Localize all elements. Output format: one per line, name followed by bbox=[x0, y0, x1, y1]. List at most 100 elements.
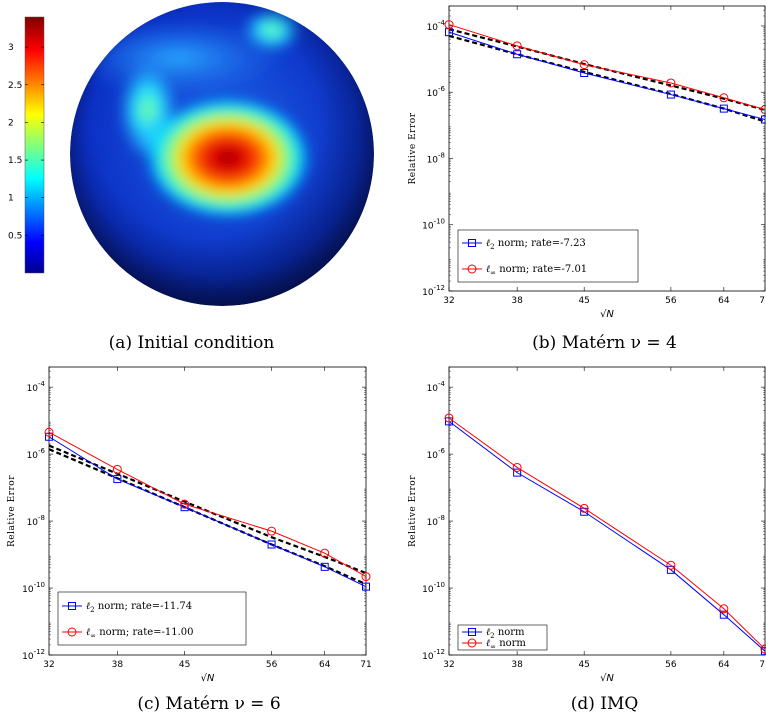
data-point bbox=[361, 572, 371, 582]
data-point bbox=[760, 644, 766, 654]
data-point bbox=[267, 540, 276, 549]
data-point bbox=[267, 526, 277, 536]
y-axis-label: Relative Error bbox=[7, 475, 17, 547]
data-point bbox=[760, 105, 766, 115]
x-tick-label: 38 bbox=[511, 296, 523, 306]
x-tick-label: 71 bbox=[360, 660, 371, 670]
data-point bbox=[320, 548, 330, 558]
y-tick-label: 10-4 bbox=[427, 19, 446, 33]
data-point bbox=[719, 610, 728, 619]
legend: ℓ2 norm; rate=-11.74 ℓ∞ norm; rate=-11.00 bbox=[57, 591, 247, 646]
y-tick-label: 10-4 bbox=[427, 380, 446, 394]
data-point bbox=[513, 50, 522, 59]
y-tick-label: 10-12 bbox=[22, 648, 45, 662]
y-tick-label: 10-6 bbox=[27, 447, 46, 461]
x-tick-label: 38 bbox=[511, 660, 523, 670]
colorbar-tick-label: 0.5 bbox=[8, 231, 22, 241]
x-tick-label: 64 bbox=[718, 296, 730, 306]
y-axis-label: Relative Error bbox=[408, 475, 418, 547]
legend-label: ℓ∞ norm bbox=[486, 638, 526, 651]
y-axis-label: Relative Error bbox=[408, 112, 418, 184]
legend: ℓ2 norm; rate=-7.23 ℓ∞ norm; rate=-7.01 bbox=[457, 229, 639, 283]
data-point bbox=[761, 115, 766, 124]
series-line bbox=[448, 24, 766, 111]
y-tick-label: 10-6 bbox=[427, 447, 446, 461]
x-axis-label: √N bbox=[600, 673, 614, 684]
legend-marker bbox=[67, 627, 77, 637]
panel-matern-6: 10-12 10-10 10-8 10-6 10-4 32 38 45 56 64 71 √N Rela… bbox=[0, 361, 383, 722]
legend-label: ℓ∞ norm; rate=-11.00 bbox=[86, 627, 194, 640]
x-tick-label: 32 bbox=[443, 660, 454, 670]
x-tick-label: 64 bbox=[718, 660, 730, 670]
data-point bbox=[719, 93, 729, 103]
plot-area bbox=[448, 366, 766, 656]
caption-b: (b) Matérn ν = 4 bbox=[532, 333, 677, 353]
chart-imq: 10-12 10-10 10-8 10-6 10-4 32 38 45 56 64 71 √N Rela… bbox=[408, 366, 766, 684]
series-line bbox=[48, 436, 367, 588]
legend-marker bbox=[468, 628, 476, 636]
colorbar bbox=[24, 16, 45, 274]
x-axis-label: √N bbox=[600, 309, 614, 320]
legend-box bbox=[57, 591, 247, 646]
data-point bbox=[580, 69, 589, 78]
legend-box bbox=[457, 229, 639, 283]
data-point bbox=[320, 562, 329, 571]
data-point bbox=[112, 464, 122, 474]
colorbar-tick-label: 2.5 bbox=[8, 81, 22, 91]
legend-marker bbox=[68, 602, 76, 610]
y-tick-label: 10-12 bbox=[422, 284, 445, 298]
panel-initial-condition: 0.5 1 1.5 2 2.5 3 (a) Initial condition bbox=[0, 0, 383, 361]
x-tick-label: 45 bbox=[179, 660, 190, 670]
data-point bbox=[445, 417, 453, 426]
colorbar-tick-label: 1.5 bbox=[8, 156, 22, 166]
x-tick-label: 45 bbox=[578, 660, 589, 670]
data-point bbox=[579, 60, 589, 70]
legend-marker bbox=[468, 239, 476, 247]
x-axis-label: √N bbox=[201, 673, 215, 684]
data-point bbox=[45, 432, 53, 441]
y-tick-label: 10-12 bbox=[422, 648, 445, 662]
x-tick-label: 64 bbox=[319, 660, 331, 670]
series-line bbox=[448, 31, 766, 120]
fit-line bbox=[48, 444, 367, 575]
data-point bbox=[362, 582, 370, 591]
legend-label: ℓ2 norm; rate=-11.74 bbox=[86, 601, 192, 614]
y-tick-label: 10-10 bbox=[422, 218, 445, 232]
data-point bbox=[512, 462, 522, 472]
x-tick-label: 32 bbox=[43, 660, 54, 670]
x-tick-label: 71 bbox=[759, 296, 766, 306]
series-line bbox=[448, 417, 766, 650]
x-tick-label: 56 bbox=[665, 296, 677, 306]
panel-matern-4: 10-12 10-10 10-8 10-6 10-4 32 38 45 56 64 71 √N Rela… bbox=[383, 0, 766, 361]
initial-condition-figure: 0.5 1 1.5 2 2.5 3 bbox=[8, 2, 374, 306]
x-tick-label: 45 bbox=[578, 296, 589, 306]
legend-marker bbox=[467, 638, 477, 648]
legend-box bbox=[457, 624, 548, 651]
x-tick-label: 56 bbox=[665, 660, 677, 670]
data-point bbox=[579, 503, 589, 513]
chart-matern-6: 10-12 10-10 10-8 10-6 10-4 32 38 45 56 64 71 √N Rela… bbox=[7, 366, 372, 684]
data-point bbox=[666, 90, 675, 99]
data-point bbox=[666, 78, 676, 88]
y-tick-label: 10-10 bbox=[22, 581, 45, 595]
legend-label: ℓ2 norm; rate=-7.23 bbox=[486, 238, 586, 251]
data-point bbox=[113, 475, 122, 484]
y-tick-label: 10-4 bbox=[27, 380, 46, 394]
series-line bbox=[48, 431, 367, 578]
data-point bbox=[180, 499, 190, 509]
caption-d: (d) IMQ bbox=[570, 694, 639, 714]
data-point bbox=[719, 104, 728, 113]
y-tick-label: 10-10 bbox=[422, 581, 445, 595]
chart-matern-4: 10-12 10-10 10-8 10-6 10-4 32 38 45 56 64 71 √N Rela… bbox=[408, 5, 766, 320]
caption-a: (a) Initial condition bbox=[108, 333, 275, 353]
data-point bbox=[44, 427, 54, 437]
series-line bbox=[448, 420, 766, 652]
data-point bbox=[444, 20, 454, 30]
x-tick-label: 71 bbox=[759, 660, 766, 670]
colorbar-tick-label: 3 bbox=[8, 43, 14, 53]
legend-label: ℓ∞ norm; rate=-7.01 bbox=[486, 264, 587, 277]
data-point bbox=[666, 565, 675, 574]
colorbar-ticks: 0.5 1 1.5 2 2.5 3 bbox=[8, 43, 44, 241]
data-point bbox=[513, 468, 522, 477]
